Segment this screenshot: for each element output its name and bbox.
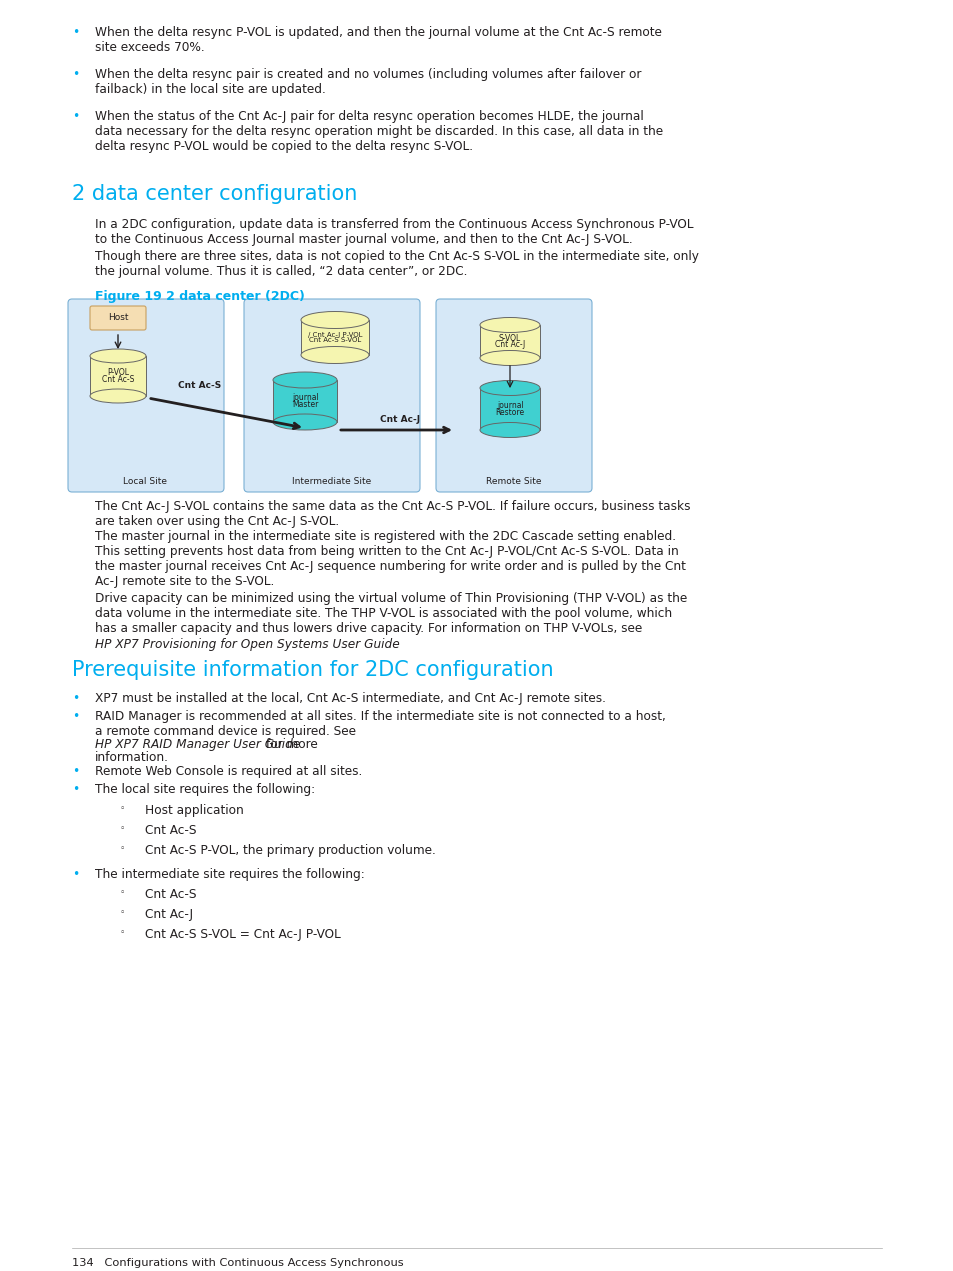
Ellipse shape (479, 422, 539, 437)
Ellipse shape (301, 311, 369, 328)
Text: Cnt Ac-J: Cnt Ac-J (379, 416, 419, 425)
Text: The intermediate site requires the following:: The intermediate site requires the follo… (95, 868, 364, 881)
Text: •: • (71, 69, 79, 81)
Text: / Cnt Ac-J P-VOL: / Cnt Ac-J P-VOL (308, 332, 362, 338)
Ellipse shape (90, 350, 146, 364)
Text: for more: for more (262, 738, 317, 751)
Text: Cnt Ac-S: Cnt Ac-S (178, 381, 221, 390)
Text: Master: Master (292, 400, 318, 409)
Text: Cnt Ac-S: Cnt Ac-S (145, 824, 196, 838)
Text: ◦: ◦ (120, 824, 125, 833)
Bar (301, 320, 369, 355)
Text: Cnt Ac-S: Cnt Ac-S (145, 888, 196, 901)
Text: 2 data center configuration: 2 data center configuration (71, 184, 357, 205)
Text: Local Site: Local Site (123, 477, 167, 486)
Text: •: • (71, 710, 79, 723)
Text: Cnt Ac-S S-VOL: Cnt Ac-S S-VOL (309, 338, 361, 343)
Text: •: • (71, 25, 79, 39)
Text: HP XP7 RAID Manager User Guide: HP XP7 RAID Manager User Guide (95, 738, 300, 751)
Text: ◦: ◦ (120, 805, 125, 813)
Text: Remote Site: Remote Site (486, 477, 541, 486)
Text: •: • (71, 691, 79, 705)
Text: Host: Host (108, 314, 128, 323)
Text: ◦: ◦ (120, 928, 125, 937)
Text: ◦: ◦ (120, 844, 125, 853)
Ellipse shape (479, 318, 539, 333)
Ellipse shape (273, 414, 336, 430)
Text: S-VOL: S-VOL (498, 334, 520, 343)
Text: Cnt Ac-S S-VOL = Cnt Ac-J P-VOL: Cnt Ac-S S-VOL = Cnt Ac-J P-VOL (145, 928, 340, 941)
Text: 134   Configurations with Continuous Access Synchronous: 134 Configurations with Continuous Acces… (71, 1258, 403, 1268)
Text: HP XP7 Provisioning for Open Systems User Guide: HP XP7 Provisioning for Open Systems Use… (95, 638, 399, 651)
Text: Host application: Host application (145, 805, 244, 817)
Text: Cnt Ac-S P-VOL, the primary production volume.: Cnt Ac-S P-VOL, the primary production v… (145, 844, 436, 857)
FancyBboxPatch shape (436, 299, 592, 492)
Bar (479, 325, 539, 358)
FancyBboxPatch shape (244, 299, 419, 492)
Text: •: • (71, 783, 79, 796)
Text: Drive capacity can be minimized using the virtual volume of Thin Provisioning (T: Drive capacity can be minimized using th… (95, 592, 686, 636)
Text: ◦: ◦ (120, 907, 125, 916)
Text: When the delta resync P-VOL is updated, and then the journal volume at the Cnt A: When the delta resync P-VOL is updated, … (95, 25, 661, 53)
Text: The Cnt Ac-J S-VOL contains the same data as the Cnt Ac-S P-VOL. If failure occu: The Cnt Ac-J S-VOL contains the same dat… (95, 500, 690, 527)
Ellipse shape (479, 380, 539, 395)
Text: Cnt Ac-J: Cnt Ac-J (145, 907, 193, 921)
Text: Though there are three sites, data is not copied to the Cnt Ac-S S-VOL in the in: Though there are three sites, data is no… (95, 250, 699, 278)
Text: When the delta resync pair is created and no volumes (including volumes after fa: When the delta resync pair is created an… (95, 69, 640, 97)
Text: ◦: ◦ (120, 888, 125, 897)
Ellipse shape (90, 389, 146, 403)
Text: Cnt Ac-S: Cnt Ac-S (102, 375, 134, 384)
Text: RAID Manager is recommended at all sites. If the intermediate site is not connec: RAID Manager is recommended at all sites… (95, 710, 665, 738)
Text: .: . (343, 638, 346, 651)
Text: Restore: Restore (495, 408, 524, 417)
Bar (479, 388, 539, 430)
FancyBboxPatch shape (90, 306, 146, 330)
FancyBboxPatch shape (68, 299, 224, 492)
Ellipse shape (301, 347, 369, 364)
Text: Remote Web Console is required at all sites.: Remote Web Console is required at all si… (95, 765, 362, 778)
Ellipse shape (273, 372, 336, 388)
Text: journal: journal (497, 402, 523, 411)
Ellipse shape (479, 351, 539, 366)
Text: XP7 must be installed at the local, Cnt Ac-S intermediate, and Cnt Ac-J remote s: XP7 must be installed at the local, Cnt … (95, 691, 605, 705)
Text: •: • (71, 765, 79, 778)
Text: journal: journal (292, 393, 318, 402)
Text: When the status of the Cnt Ac-J pair for delta resync operation becomes HLDE, th: When the status of the Cnt Ac-J pair for… (95, 111, 662, 153)
Text: In a 2DC configuration, update data is transferred from the Continuous Access Sy: In a 2DC configuration, update data is t… (95, 219, 693, 247)
Text: The master journal in the intermediate site is registered with the 2DC Cascade s: The master journal in the intermediate s… (95, 530, 685, 588)
Text: The local site requires the following:: The local site requires the following: (95, 783, 314, 796)
Text: Figure 19 2 data center (2DC): Figure 19 2 data center (2DC) (95, 290, 305, 302)
Bar (90, 356, 146, 397)
Text: information.: information. (95, 751, 169, 764)
Text: Cnt Ac-J: Cnt Ac-J (495, 341, 524, 350)
Text: •: • (71, 111, 79, 123)
Text: Intermediate Site: Intermediate Site (292, 477, 372, 486)
Text: •: • (71, 868, 79, 881)
Bar (273, 380, 336, 422)
Text: Prerequisite information for 2DC configuration: Prerequisite information for 2DC configu… (71, 660, 553, 680)
Text: P-VOL: P-VOL (107, 369, 129, 377)
